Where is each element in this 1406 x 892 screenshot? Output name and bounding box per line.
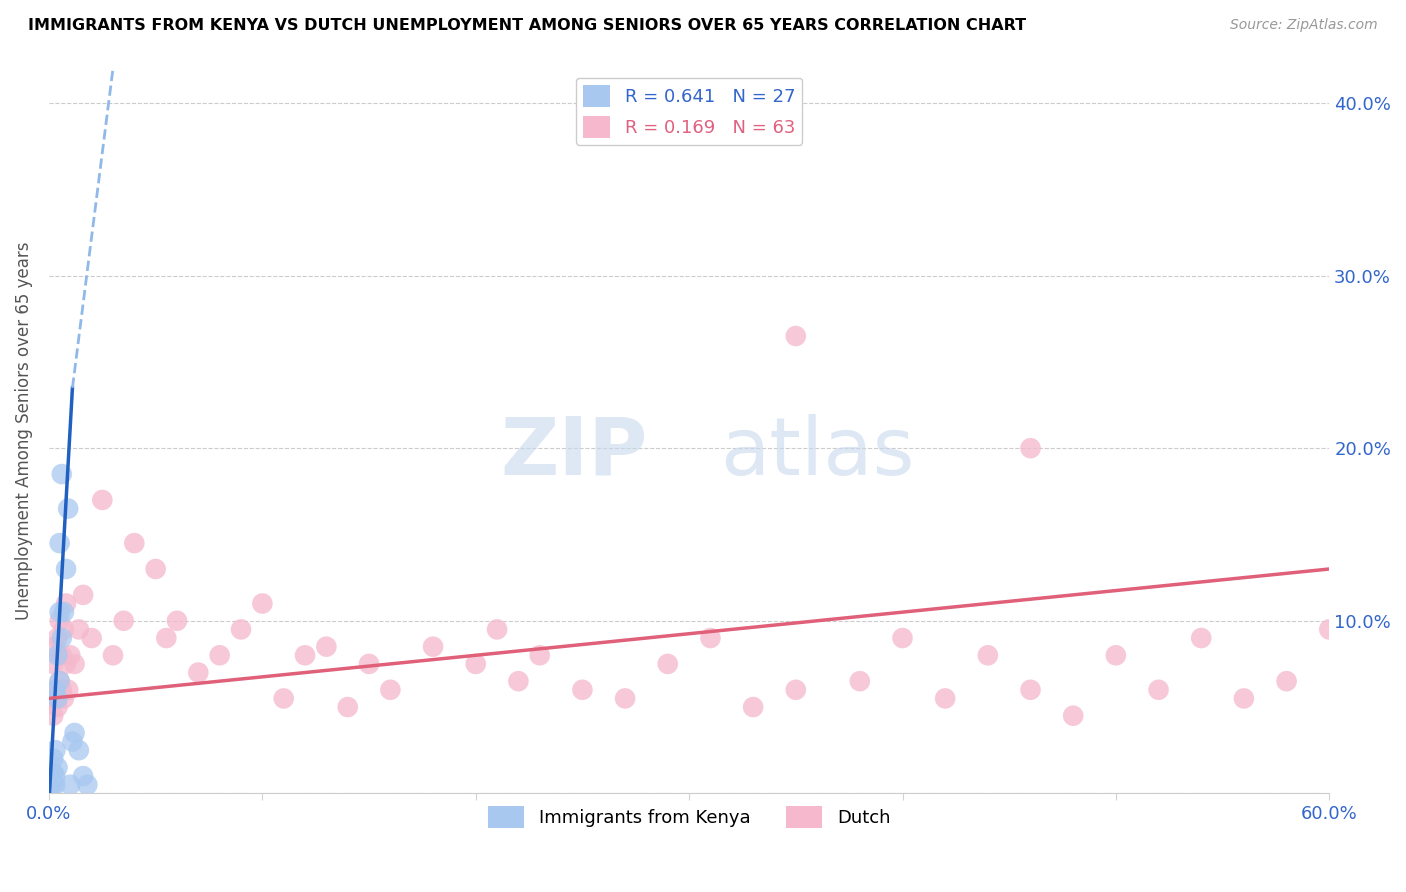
Point <box>464 657 486 671</box>
Point <box>46 631 69 645</box>
Point <box>1317 623 1340 637</box>
Point <box>46 691 69 706</box>
Point <box>357 657 380 671</box>
Point <box>46 760 69 774</box>
Point <box>56 501 79 516</box>
Point <box>891 631 914 645</box>
Point <box>46 648 69 663</box>
Point <box>529 648 551 663</box>
Point <box>785 682 807 697</box>
Point <box>42 765 65 780</box>
Point <box>80 631 103 645</box>
Point <box>252 597 274 611</box>
Point <box>51 631 73 645</box>
Point <box>62 734 84 748</box>
Point <box>1019 682 1042 697</box>
Point <box>422 640 444 654</box>
Point <box>742 700 765 714</box>
Point <box>39 691 62 706</box>
Point <box>39 769 62 783</box>
Point <box>55 657 77 671</box>
Point <box>44 682 66 697</box>
Point <box>67 743 90 757</box>
Point <box>46 700 69 714</box>
Point <box>44 769 66 783</box>
Point <box>52 691 75 706</box>
Point <box>1275 674 1298 689</box>
Point <box>1062 708 1084 723</box>
Point <box>42 772 65 787</box>
Point <box>273 691 295 706</box>
Point <box>48 536 70 550</box>
Point <box>508 674 530 689</box>
Point <box>785 329 807 343</box>
Point <box>52 623 75 637</box>
Point <box>39 778 62 792</box>
Point <box>59 778 82 792</box>
Text: Source: ZipAtlas.com: Source: ZipAtlas.com <box>1230 18 1378 32</box>
Point <box>155 631 177 645</box>
Point <box>42 708 65 723</box>
Point <box>42 778 65 792</box>
Point <box>977 648 1000 663</box>
Point <box>44 743 66 757</box>
Point <box>486 623 509 637</box>
Point <box>849 674 872 689</box>
Text: atlas: atlas <box>720 414 914 491</box>
Point <box>380 682 402 697</box>
Point <box>294 648 316 663</box>
Point <box>571 682 593 697</box>
Point <box>1105 648 1128 663</box>
Point <box>72 769 94 783</box>
Point <box>1019 441 1042 455</box>
Point <box>51 682 73 697</box>
Point <box>44 778 66 792</box>
Point <box>48 614 70 628</box>
Point <box>1189 631 1212 645</box>
Point <box>315 640 337 654</box>
Point <box>42 657 65 671</box>
Point <box>51 467 73 481</box>
Point <box>52 605 75 619</box>
Point <box>336 700 359 714</box>
Point <box>208 648 231 663</box>
Point <box>63 657 86 671</box>
Point <box>48 605 70 619</box>
Point <box>55 597 77 611</box>
Point <box>124 536 146 550</box>
Point <box>59 648 82 663</box>
Point <box>1233 691 1256 706</box>
Point <box>187 665 209 680</box>
Point <box>166 614 188 628</box>
Text: IMMIGRANTS FROM KENYA VS DUTCH UNEMPLOYMENT AMONG SENIORS OVER 65 YEARS CORRELAT: IMMIGRANTS FROM KENYA VS DUTCH UNEMPLOYM… <box>28 18 1026 33</box>
Text: ZIP: ZIP <box>501 414 648 491</box>
Point <box>229 623 252 637</box>
Point <box>56 682 79 697</box>
Point <box>44 682 66 697</box>
Point <box>112 614 135 628</box>
Point <box>51 648 73 663</box>
Point <box>48 674 70 689</box>
Point <box>657 657 679 671</box>
Point <box>934 691 956 706</box>
Point <box>67 623 90 637</box>
Point <box>91 492 114 507</box>
Point <box>76 778 98 792</box>
Point <box>42 752 65 766</box>
Legend: Immigrants from Kenya, Dutch: Immigrants from Kenya, Dutch <box>481 798 897 835</box>
Point <box>699 631 721 645</box>
Point <box>44 640 66 654</box>
Y-axis label: Unemployment Among Seniors over 65 years: Unemployment Among Seniors over 65 years <box>15 242 32 620</box>
Point <box>145 562 167 576</box>
Point <box>1147 682 1170 697</box>
Point <box>72 588 94 602</box>
Point <box>63 726 86 740</box>
Point <box>101 648 124 663</box>
Point <box>55 562 77 576</box>
Point <box>614 691 637 706</box>
Point <box>48 674 70 689</box>
